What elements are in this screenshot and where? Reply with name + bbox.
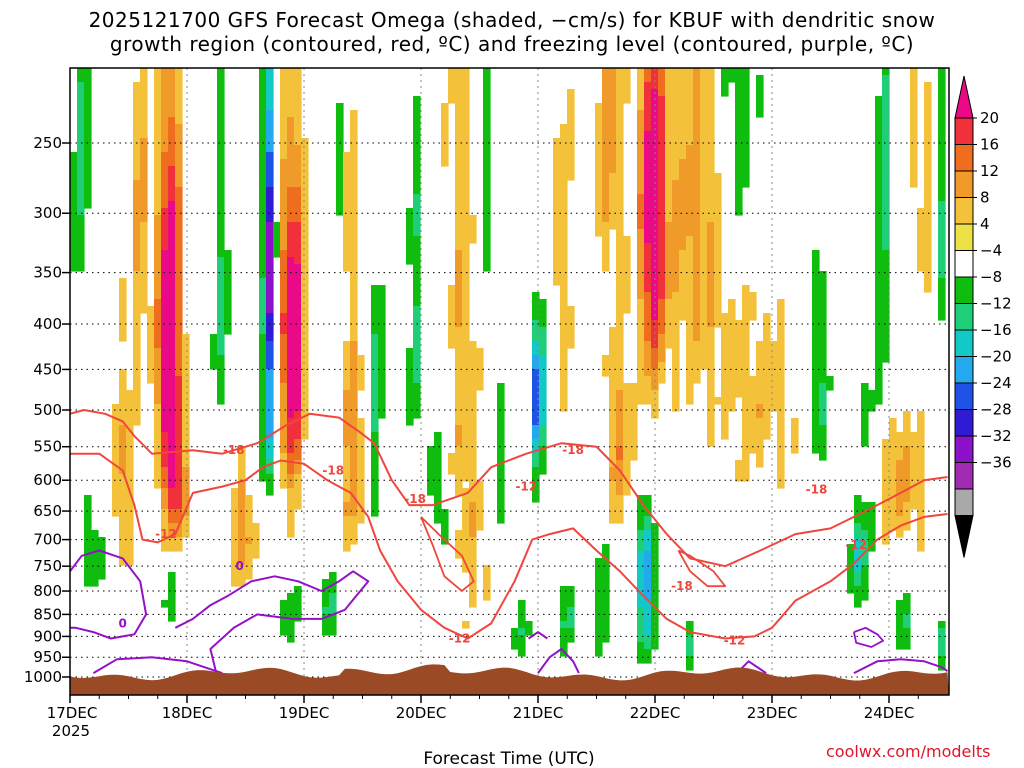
y-tick-label: 400 [33, 315, 62, 333]
contour-label: -18 [806, 483, 828, 497]
y-tick-label: 900 [33, 627, 62, 645]
colorbar-segment [954, 409, 974, 437]
colorbar-segment [954, 382, 974, 410]
colorbar-segment [954, 329, 974, 357]
colorbar-segment [954, 462, 974, 490]
x-axis-label: Forecast Time (UTC) [423, 749, 594, 768]
y-tick-label: 550 [33, 438, 62, 456]
x-year-label: 2025 [52, 722, 90, 740]
colorbar-label: −32 [980, 427, 1012, 445]
contour-label: -12 [845, 538, 867, 552]
gridlines [70, 68, 949, 695]
colorbar-segment [954, 250, 974, 278]
x-tick-label: 18DEC [162, 704, 213, 722]
colorbar-segment [954, 303, 974, 331]
ground-surface [70, 664, 949, 695]
omega-shading [70, 68, 946, 671]
colorbar-label: 8 [980, 189, 990, 207]
x-tick-label: 23DEC [747, 704, 798, 722]
contour-label: -18 [404, 492, 426, 506]
colorbar-label: 4 [980, 215, 990, 233]
contour-label: -18 [562, 443, 584, 457]
colorbar-label: −4 [980, 242, 1002, 260]
chart-title: 2025121700 GFS Forecast Omega (shaded, −… [0, 8, 1024, 56]
plot-frame [69, 67, 950, 696]
x-axis: 17DEC 18DEC 19DEC 20DEC 21DEC 22DEC 23DEC 24DEC… [47, 695, 919, 740]
y-tick-label: 700 [33, 531, 62, 549]
y-tick-label: 300 [33, 204, 62, 222]
colorbar-label: −36 [980, 454, 1012, 472]
contour-label: -12 [449, 632, 471, 646]
title-line-2: growth region (contoured, red, ºC) and f… [109, 32, 915, 56]
colorbar-label: 12 [980, 162, 999, 180]
colorbar-segment [954, 435, 974, 463]
contour-label: 0 [235, 559, 243, 573]
y-tick-label: 1000 [24, 668, 62, 686]
colorbar-label: 20 [980, 109, 999, 127]
colorbar-segment [954, 117, 974, 145]
credit-link[interactable]: coolwx.com/modelts [826, 742, 991, 761]
colorbar-label: −8 [980, 268, 1002, 286]
y-tick-label: 850 [33, 605, 62, 623]
colorbar: 20 16 12 8 4 −4 −8 −12 −16 −20 −24 −28 −32 −36 [954, 75, 1012, 558]
x-tick-label: 17DEC [47, 704, 98, 722]
x-tick-label: 24DEC [864, 704, 915, 722]
colorbar-label: −12 [980, 295, 1012, 313]
y-tick-label: 350 [33, 264, 62, 282]
contour-label: -18 [223, 443, 245, 457]
colorbar-segment [954, 276, 974, 304]
contour-label: -12 [724, 634, 746, 648]
colorbar-segment [954, 223, 974, 251]
colorbar-segment [954, 170, 974, 198]
y-tick-label: 500 [33, 401, 62, 419]
colorbar-segment [954, 144, 974, 172]
contour-labels: -18 -12 -18 -18 -12 -12 -18 -18 -12 -18 -12 0 0 [118, 443, 867, 647]
colorbar-label: −16 [980, 321, 1012, 339]
colorbar-label: −28 [980, 401, 1012, 419]
contour-label: -18 [671, 579, 693, 593]
colorbar-segment [954, 488, 974, 516]
y-tick-label: 950 [33, 648, 62, 666]
y-tick-label: 650 [33, 502, 62, 520]
y-tick-label: 600 [33, 471, 62, 489]
contour-label: 0 [118, 616, 126, 630]
colorbar-top-arrow [954, 75, 974, 119]
contour-label: -12 [155, 527, 177, 541]
x-tick-label: 20DEC [396, 704, 447, 722]
y-tick-label: 250 [33, 134, 62, 152]
temperature-contours [70, 409, 949, 675]
colorbar-bottom-arrow [954, 515, 974, 558]
colorbar-label: −20 [980, 348, 1012, 366]
contour-label: -18 [322, 463, 344, 477]
colorbar-segment [954, 197, 974, 225]
x-tick-label: 22DEC [630, 704, 681, 722]
y-tick-label: 450 [33, 360, 62, 378]
colorbar-label: 16 [980, 136, 999, 154]
colorbar-segment [954, 356, 974, 384]
title-line-1: 2025121700 GFS Forecast Omega (shaded, −… [88, 8, 936, 32]
colorbar-label: −24 [980, 374, 1012, 392]
x-tick-label: 19DEC [279, 704, 330, 722]
y-axis: 250 300 350 400 450 500 550 600 650 700 750 800 850 9… [24, 134, 70, 686]
y-tick-label: 750 [33, 557, 62, 575]
y-tick-label: 800 [33, 582, 62, 600]
contour-label: -12 [515, 480, 537, 494]
x-tick-label: 21DEC [513, 704, 564, 722]
